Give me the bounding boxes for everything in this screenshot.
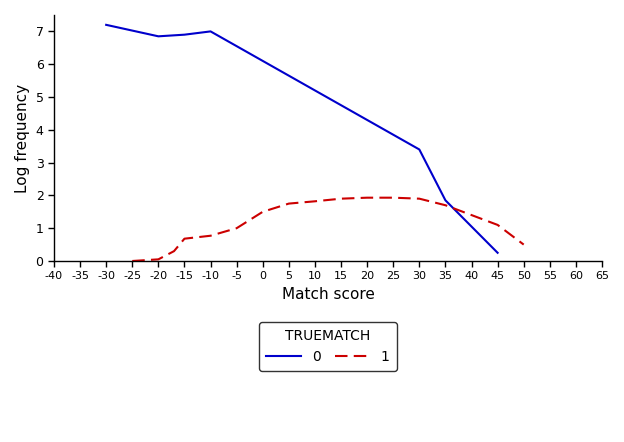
Y-axis label: Log frequency: Log frequency (15, 84, 30, 193)
X-axis label: Match score: Match score (281, 287, 374, 302)
Legend: 0, 1: 0, 1 (260, 322, 396, 371)
